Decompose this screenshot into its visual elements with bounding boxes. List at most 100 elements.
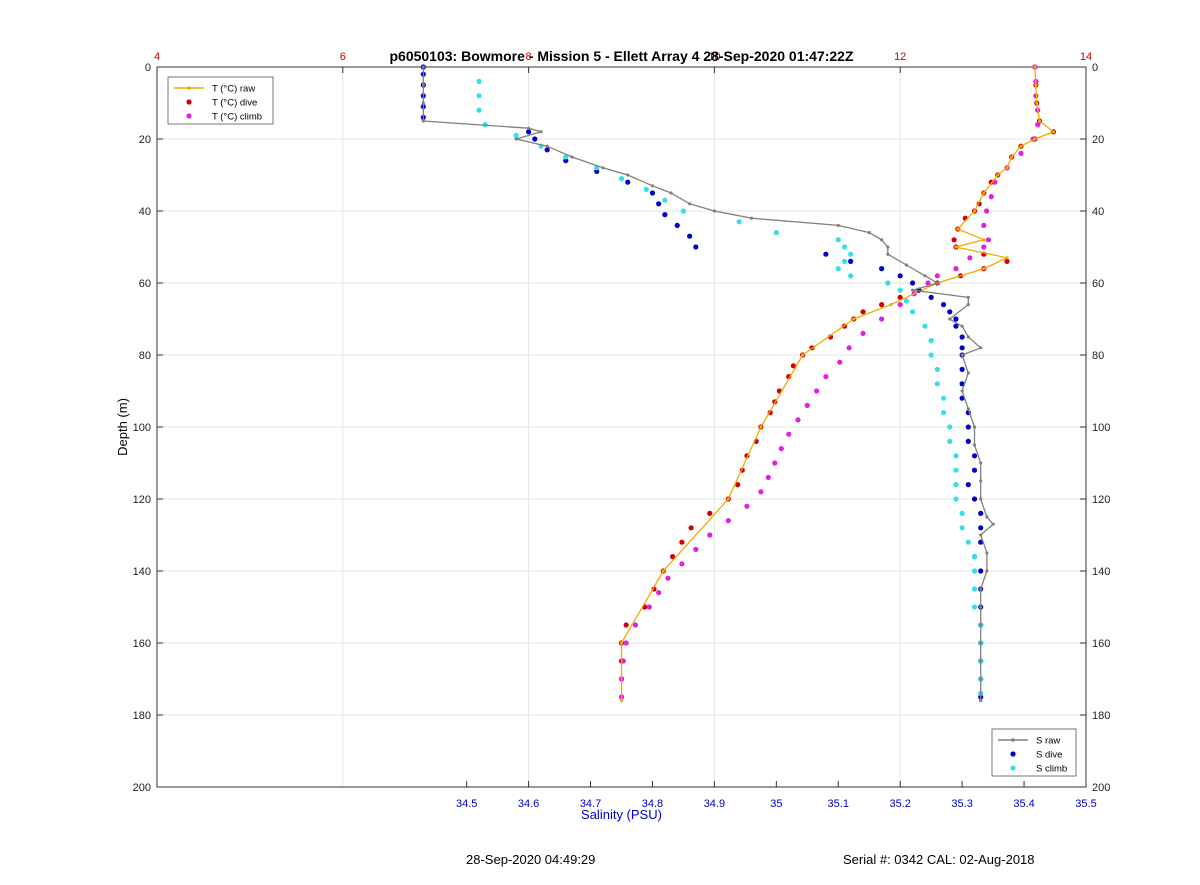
series-point-t_climb — [765, 474, 771, 480]
series-point-s_raw — [966, 303, 970, 307]
series-point-s_climb — [959, 525, 965, 531]
series-point-s_dive — [879, 266, 885, 272]
series-point-s_raw — [650, 184, 655, 188]
series-point-s_dive — [959, 366, 965, 372]
series-point-s_raw — [669, 191, 673, 195]
series-point-s_climb — [971, 586, 978, 592]
series-point-t_raw — [1037, 119, 1042, 123]
y-tick-label-left: 0 — [145, 62, 151, 74]
legend-swatch-point — [1011, 738, 1015, 742]
legend-label-t_dive: T (°C) dive — [212, 98, 257, 109]
y-tick-label-right: 160 — [1092, 638, 1110, 650]
series-point-s_climb — [971, 554, 978, 560]
y-tick-label-right: 20 — [1092, 134, 1104, 146]
y-tick-label-left: 20 — [139, 134, 151, 146]
series-point-t_raw — [726, 497, 730, 501]
series-point-s_dive — [978, 539, 984, 545]
series-point-s_raw — [539, 130, 543, 134]
series-point-s_raw — [867, 231, 871, 235]
series-point-t_climb — [1018, 150, 1024, 156]
series-point-t_raw — [1010, 155, 1014, 159]
series-point-s_raw — [979, 461, 983, 465]
salinity-tick-label: 34.6 — [518, 798, 539, 810]
y-tick-label-left: 160 — [133, 638, 151, 650]
series-point-s_raw — [979, 497, 983, 501]
series-point-s_raw — [910, 288, 915, 292]
y-tick-label-left: 60 — [139, 278, 151, 290]
series-point-s_climb — [940, 395, 947, 401]
series-point-s_raw — [712, 209, 717, 213]
series-point-s_climb — [476, 78, 482, 84]
temperature-tick-label: 10 — [708, 51, 720, 63]
series-point-s_raw — [966, 335, 970, 339]
series-point-t_climb — [879, 316, 885, 322]
series-point-s_raw — [626, 173, 630, 177]
series-point-s_dive — [978, 510, 984, 516]
legend-label-s_dive: S dive — [1036, 750, 1062, 761]
series-point-t_climb — [925, 280, 931, 286]
series-point-s_raw — [886, 245, 890, 249]
series-point-t_dive — [860, 309, 866, 315]
series-point-s_climb — [934, 366, 940, 372]
series-point-t_raw — [619, 699, 624, 703]
series-point-s_raw — [985, 569, 989, 573]
series-point-t_raw — [1033, 65, 1037, 69]
footer-timestamp: 28-Sep-2020 04:49:29 — [466, 852, 596, 867]
series-point-t_climb — [679, 561, 685, 567]
series-point-t_climb — [772, 460, 778, 466]
series-point-t_raw — [1005, 166, 1009, 170]
series-point-s_climb — [835, 266, 841, 272]
series-point-t_climb — [725, 518, 731, 524]
series-point-s_raw — [979, 659, 983, 663]
series-point-s_climb — [662, 197, 668, 203]
series-point-s_raw — [979, 346, 983, 350]
series-point-s_raw — [904, 263, 908, 267]
y-tick-label-right: 140 — [1092, 566, 1110, 578]
salinity-tick-label: 35.2 — [889, 798, 910, 810]
series-point-t_dive — [790, 363, 796, 369]
series-point-s_raw — [991, 522, 995, 526]
series-line-t_raw — [620, 66, 1055, 701]
series-point-t_raw — [1005, 256, 1009, 260]
series-point-t_climb — [758, 489, 764, 495]
salinity-tick-label: 34.5 — [456, 798, 477, 810]
y-tick-label-right: 100 — [1092, 422, 1110, 434]
series-point-s_dive — [662, 212, 668, 218]
series-point-s_raw — [979, 587, 983, 591]
salinity-tick-label: 34.9 — [704, 798, 725, 810]
series-point-t_climb — [953, 266, 959, 272]
series-point-s_climb — [848, 251, 854, 257]
series-point-t_dive — [623, 622, 629, 628]
series-point-t_climb — [1035, 122, 1041, 128]
series-point-s_climb — [476, 93, 482, 99]
series-point-t_dive — [1004, 258, 1010, 264]
series-point-s_climb — [947, 424, 953, 430]
series-point-t_raw — [852, 317, 856, 321]
y-tick-label-left: 140 — [133, 566, 151, 578]
series-point-s_raw — [688, 202, 692, 206]
series-point-s_raw — [972, 443, 977, 447]
y-tick-label-left: 100 — [133, 422, 151, 434]
series-point-s_dive — [971, 453, 978, 459]
series-point-s_raw — [948, 317, 952, 321]
series-point-s_raw — [985, 551, 989, 555]
series-point-s_dive — [953, 316, 959, 322]
legend-swatch-point — [186, 99, 192, 105]
series-line-s_raw — [422, 67, 995, 701]
series-point-s_raw — [979, 699, 983, 703]
series-point-s_climb — [885, 280, 891, 286]
series-point-s_raw — [985, 515, 989, 519]
series-point-s_dive — [959, 381, 965, 387]
series-point-s_dive — [693, 244, 699, 250]
series-point-s_dive — [971, 467, 978, 473]
series-point-t_climb — [981, 244, 987, 250]
series-point-s_raw — [421, 101, 425, 105]
series-point-s_raw — [923, 274, 927, 278]
legend-swatch-point — [186, 113, 192, 119]
legend-label-s_raw: S raw — [1036, 736, 1060, 747]
series-point-t_dive — [735, 482, 741, 488]
series-point-s_raw — [545, 144, 549, 148]
plot-frame — [156, 66, 1087, 788]
series-point-s_dive — [978, 525, 984, 531]
series-point-t_climb — [646, 604, 652, 610]
